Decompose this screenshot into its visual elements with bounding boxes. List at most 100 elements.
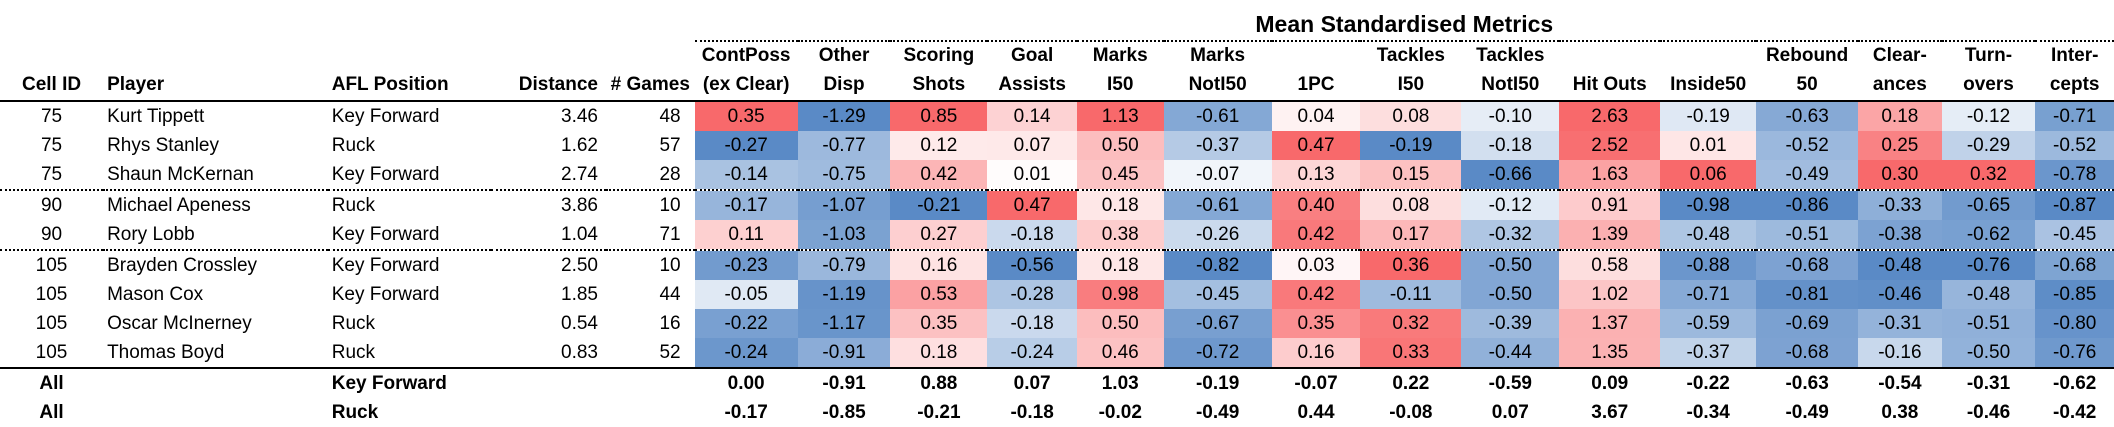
column-header-position[interactable]: AFL Position: [327, 70, 491, 102]
distance-value: 1.62: [561, 134, 598, 156]
metric-header-line2[interactable]: ances: [1858, 70, 1942, 102]
metric-header-line2[interactable]: Shots: [890, 70, 988, 102]
player-position: Ruck: [331, 341, 376, 363]
summary-metric-value: 0.88: [890, 367, 988, 398]
metric-header-line1[interactable]: Tackles: [1476, 45, 1545, 66]
metric-header-line1[interactable]: Marks: [1092, 45, 1148, 66]
metric-header-line2[interactable]: (ex Clear): [694, 70, 798, 102]
column-header-distance[interactable]: Distance: [490, 70, 606, 102]
metric-value: -0.49: [1756, 160, 1859, 190]
metric-value: -0.37: [1163, 131, 1272, 160]
summary-metric-value: -0.59: [1461, 367, 1560, 398]
summary-metric-value: -0.85: [822, 401, 866, 423]
summary-label: All: [39, 401, 64, 423]
player-position: Key Forward: [331, 163, 440, 185]
column-header-cell-id[interactable]: Cell ID: [0, 70, 104, 102]
metric-header-line2[interactable]: 50: [1756, 70, 1859, 102]
summary-metric-value: -0.91: [797, 367, 891, 398]
metric-value: -0.98: [1660, 189, 1757, 220]
table-row[interactable]: 75 Kurt Tippett Key Forward 3.46 48 0.35 -1.29…: [0, 101, 2114, 131]
metric-header-line2[interactable]: Inside50: [1660, 70, 1757, 102]
metric-header-line2[interactable]: Hit Outs: [1559, 70, 1661, 102]
metric-header-line1[interactable]: Tackles: [1376, 45, 1445, 66]
metric-header-line1[interactable]: Goal: [1011, 45, 1054, 66]
metric-value: -0.82: [1163, 249, 1272, 280]
metric-value: 0.15: [1360, 160, 1462, 190]
table-row[interactable]: 90 Michael Apeness Ruck 3.86 10 -0.17 -1.07 -0.…: [0, 189, 2114, 220]
metric-header-line2[interactable]: NotI50: [1163, 70, 1272, 102]
metric-value: 0.18: [1076, 249, 1164, 280]
metric-value: -1.29: [797, 101, 891, 131]
table-row[interactable]: 105 Brayden Crossley Key Forward 2.50 10 -0.2…: [0, 249, 2114, 280]
metric-value: -0.14: [694, 160, 798, 190]
summary-metric-value: -0.02: [1098, 401, 1142, 423]
metric-header-line1[interactable]: Other: [818, 45, 870, 66]
summary-spacer: [103, 367, 328, 398]
metric-value: 0.07: [987, 131, 1077, 160]
metric-value: 0.08: [1360, 101, 1462, 131]
metric-value: -0.32: [1461, 220, 1560, 250]
metric-value: -0.50: [1941, 338, 2036, 368]
metric-value: 0.53: [890, 280, 988, 309]
metric-value: -0.67: [1163, 309, 1272, 338]
metric-header-line1[interactable]: Rebound: [1765, 45, 1849, 66]
summary-row[interactable]: All Ruck -0.17 -0.85 -0.21 -0.18 -0.02 -0.49 0.4…: [0, 398, 2114, 427]
player-position: Ruck: [331, 312, 376, 334]
table-row[interactable]: 75 Shaun McKernan Key Forward 2.74 28 -0.14 -0…: [0, 160, 2114, 190]
metric-header-line1[interactable]: Inter-: [2050, 45, 2099, 66]
metric-header-line2[interactable]: overs: [1941, 70, 2036, 102]
metric-value: -0.71: [2035, 101, 2114, 131]
metric-header-line2[interactable]: I50: [1360, 70, 1462, 102]
table-row[interactable]: 105 Mason Cox Key Forward 1.85 44 -0.05 -1.19 0…: [0, 280, 2114, 309]
metric-header-line2[interactable]: 1PC: [1271, 70, 1361, 102]
metric-value: -0.26: [1163, 220, 1272, 250]
games-count: 10: [605, 189, 695, 220]
summary-metric-value: 0.09: [1559, 367, 1661, 398]
metric-header-line1[interactable]: Scoring: [903, 45, 975, 66]
metric-value: -0.72: [1163, 338, 1272, 368]
metric-value: 0.08: [1360, 189, 1462, 220]
metric-value: 2.52: [1559, 131, 1661, 160]
column-header-games[interactable]: # Games: [605, 70, 695, 102]
metric-value: -0.88: [1660, 249, 1757, 280]
metric-header-line2[interactable]: Disp: [797, 70, 891, 102]
metric-value: 0.25: [1858, 131, 1942, 160]
metric-value: 0.16: [1271, 338, 1361, 368]
metric-value: 0.18: [1076, 189, 1164, 220]
metric-value: -0.62: [1941, 220, 2036, 250]
summary-metric-value: -0.63: [1756, 367, 1859, 398]
metric-header-line1[interactable]: Turn-: [1964, 45, 2013, 66]
metric-header-line1[interactable]: [1559, 41, 1660, 70]
metric-value: 0.45: [1076, 160, 1164, 190]
table-row[interactable]: 90 Rory Lobb Key Forward 1.04 71 0.11 -1.03 0.2…: [0, 220, 2114, 250]
table-row[interactable]: 105 Thomas Boyd Ruck 0.83 52 -0.24 -0.91 0.18 -0…: [0, 338, 2114, 368]
metric-header-line1[interactable]: Clear-: [1872, 45, 1927, 66]
metric-value: 0.46: [1076, 338, 1164, 368]
metric-header-line2[interactable]: cepts: [2035, 70, 2114, 102]
summary-metric-value: 0.44: [1297, 401, 1335, 423]
metric-value: 0.06: [1660, 160, 1757, 190]
metric-value: -0.11: [1360, 280, 1462, 309]
metric-value: -0.45: [1163, 280, 1272, 309]
summary-metric-value: -0.42: [2053, 401, 2097, 423]
table-row[interactable]: 75 Rhys Stanley Ruck 1.62 57 -0.27 -0.77 0.12 0.…: [0, 131, 2114, 160]
distance-value: 3.46: [561, 105, 598, 127]
table-row[interactable]: 105 Oscar McInerney Ruck 0.54 16 -0.22 -1.17 0.…: [0, 309, 2114, 338]
metric-header-line2[interactable]: I50: [1076, 70, 1164, 102]
column-header-player[interactable]: Player: [103, 70, 328, 102]
distance-value: 3.86: [490, 189, 606, 220]
metric-value: -0.63: [1756, 101, 1859, 131]
metric-header-line1[interactable]: Marks: [1190, 45, 1246, 66]
metric-value: -0.27: [694, 131, 798, 160]
metric-value: 0.85: [890, 101, 988, 131]
metric-header-line1[interactable]: [1272, 41, 1361, 70]
metric-header-line1[interactable]: ContPoss: [701, 45, 791, 66]
player-name: Mason Cox: [107, 283, 204, 305]
summary-metric-value: -0.49: [1785, 401, 1829, 423]
metric-header-line2[interactable]: NotI50: [1461, 70, 1560, 102]
metric-value: 0.32: [1941, 160, 2036, 190]
metric-value: 0.13: [1271, 160, 1361, 190]
summary-row[interactable]: All Key Forward 0.00 -0.91 0.88 0.07 1.03 -0.19…: [0, 367, 2114, 398]
metric-header-line1[interactable]: [1660, 41, 1756, 70]
metric-header-line2[interactable]: Assists: [987, 70, 1077, 102]
